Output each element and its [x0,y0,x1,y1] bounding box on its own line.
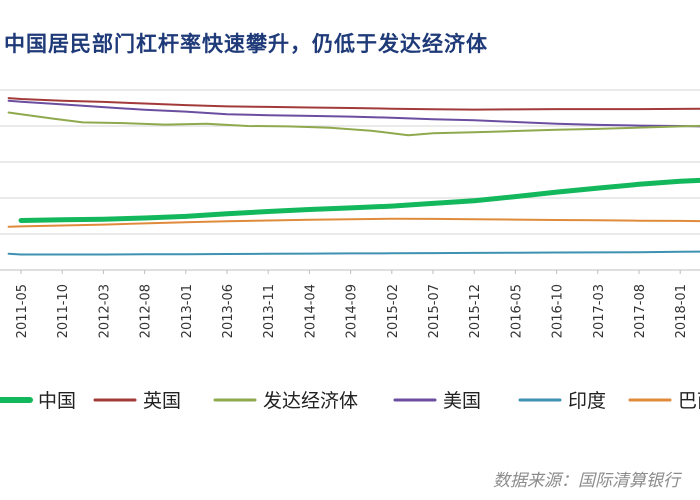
chart-title: 中国居民部门杠杆率快速攀升，仍低于发达经济体 [4,32,488,56]
x-tick-label: 2013-11 [262,284,277,338]
x-tick-label: 2017-08 [633,284,648,338]
x-tick-label: 2016-10 [551,284,566,338]
legend-label: 发达经济体 [263,390,358,412]
x-tick-label: 2015-12 [468,284,483,338]
x-tick-label: 2015-02 [386,284,401,338]
series-lines [7,97,700,256]
legend-label: 中国 [38,390,76,412]
x-tick-label: 2013-01 [180,284,195,338]
x-tick-label: 2016-05 [509,284,524,338]
legend-label: 巴西 [678,390,700,412]
grid-lines [0,89,700,271]
legend-label: 英国 [143,390,181,412]
x-tick-label: 2013-06 [221,284,236,338]
x-tick-label: 2011-05 [15,284,30,338]
x-tick-label: 2014-04 [303,284,318,338]
series-line-1 [7,97,700,111]
legend: 中国 英国 发达经济体 美国 印度 巴西 [0,390,700,412]
x-tick-label: 2018-01 [674,284,689,338]
x-tick-label: 2012-08 [139,284,154,338]
legend-label: 印度 [568,390,606,412]
x-tick-label: 2017-03 [592,284,607,338]
series-line-2 [7,111,700,137]
x-tick-label: 2015-07 [427,284,442,338]
series-line-5 [7,217,700,228]
x-axis-ticks: 2011-05 2011-10 2012-03 2012-08 2013-01 2013-… [15,270,689,338]
series-line-4 [7,250,700,256]
x-tick-label: 2014-09 [345,284,360,338]
legend-label: 美国 [443,390,481,412]
series-line-3 [7,99,700,128]
x-tick-label: 2012-03 [97,284,112,338]
series-line-0 [18,177,700,223]
x-tick-label: 2011-10 [56,284,71,338]
source-note: 数据来源：国际清算银行 [493,471,680,491]
